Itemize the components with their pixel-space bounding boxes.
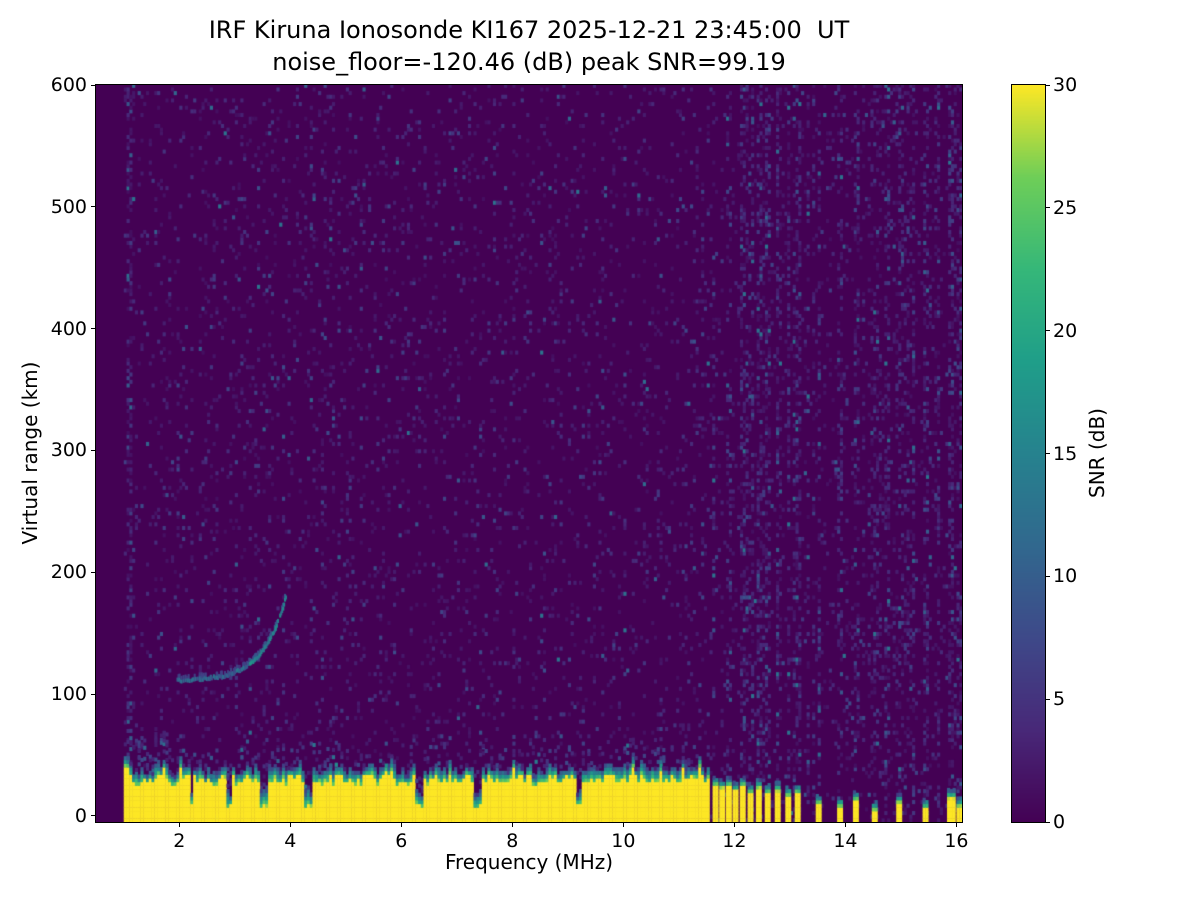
x-tick-mark [844, 823, 846, 827]
colorbar-tick-mark [1046, 575, 1050, 577]
y-tick-label: 100 [50, 683, 87, 706]
chart-title: IRF Kiruna Ionosonde KI167 2025-12-21 23… [208, 16, 850, 44]
y-tick-mark [91, 449, 95, 451]
plot-area [95, 84, 963, 823]
y-tick-mark [91, 206, 95, 208]
x-tick-mark [289, 823, 291, 827]
y-tick-label: 500 [50, 195, 87, 218]
x-tick-mark [400, 823, 402, 827]
ionogram-heatmap-canvas [96, 85, 962, 822]
y-tick-label: 300 [50, 439, 87, 462]
x-tick-label: 10 [611, 830, 636, 852]
colorbar-tick-mark [1046, 84, 1050, 86]
colorbar-tick-label: 20 [1053, 319, 1078, 342]
colorbar-tick-label: 0 [1053, 811, 1066, 833]
y-tick-mark [91, 328, 95, 330]
colorbar-tick-label: 25 [1053, 196, 1078, 219]
x-tick-label: 6 [395, 830, 408, 852]
y-tick-mark [91, 84, 95, 86]
x-axis-label: Frequency (MHz) [444, 850, 614, 874]
colorbar [1011, 84, 1046, 823]
x-tick-mark [955, 823, 957, 827]
x-tick-label: 8 [506, 830, 519, 852]
colorbar-label: SNR (dB) [1085, 408, 1109, 498]
colorbar-tick-label: 30 [1053, 74, 1078, 96]
x-tick-label: 12 [722, 830, 747, 852]
colorbar-tick-mark [1046, 453, 1050, 454]
y-tick-label: 0 [74, 804, 87, 827]
chart-subtitle: noise_floor=-120.46 (dB) peak SNR=99.19 [272, 48, 786, 76]
colorbar-tick-mark [1046, 698, 1050, 700]
colorbar-tick-label: 15 [1053, 442, 1078, 465]
y-axis-label: Virtual range (km) [18, 361, 42, 545]
x-tick-mark [178, 823, 180, 827]
x-tick-label: 2 [173, 830, 186, 852]
y-tick-mark [91, 571, 95, 573]
x-tick-mark [622, 823, 624, 827]
y-tick-mark [91, 693, 95, 695]
colorbar-tick-label: 5 [1053, 688, 1066, 711]
x-tick-label: 16 [944, 830, 969, 852]
y-tick-label: 600 [50, 74, 87, 96]
colorbar-tick-mark [1046, 330, 1050, 332]
y-tick-mark [91, 815, 95, 817]
y-tick-label: 200 [50, 561, 87, 584]
x-tick-label: 14 [833, 830, 858, 852]
x-tick-label: 4 [284, 830, 297, 852]
colorbar-tick-mark [1046, 207, 1050, 209]
colorbar-tick-mark [1046, 821, 1050, 823]
colorbar-tick-label: 10 [1053, 565, 1078, 588]
x-tick-mark [511, 823, 513, 827]
colorbar-gradient-canvas [1012, 85, 1045, 822]
y-tick-label: 400 [50, 317, 87, 340]
x-tick-mark [733, 823, 735, 827]
